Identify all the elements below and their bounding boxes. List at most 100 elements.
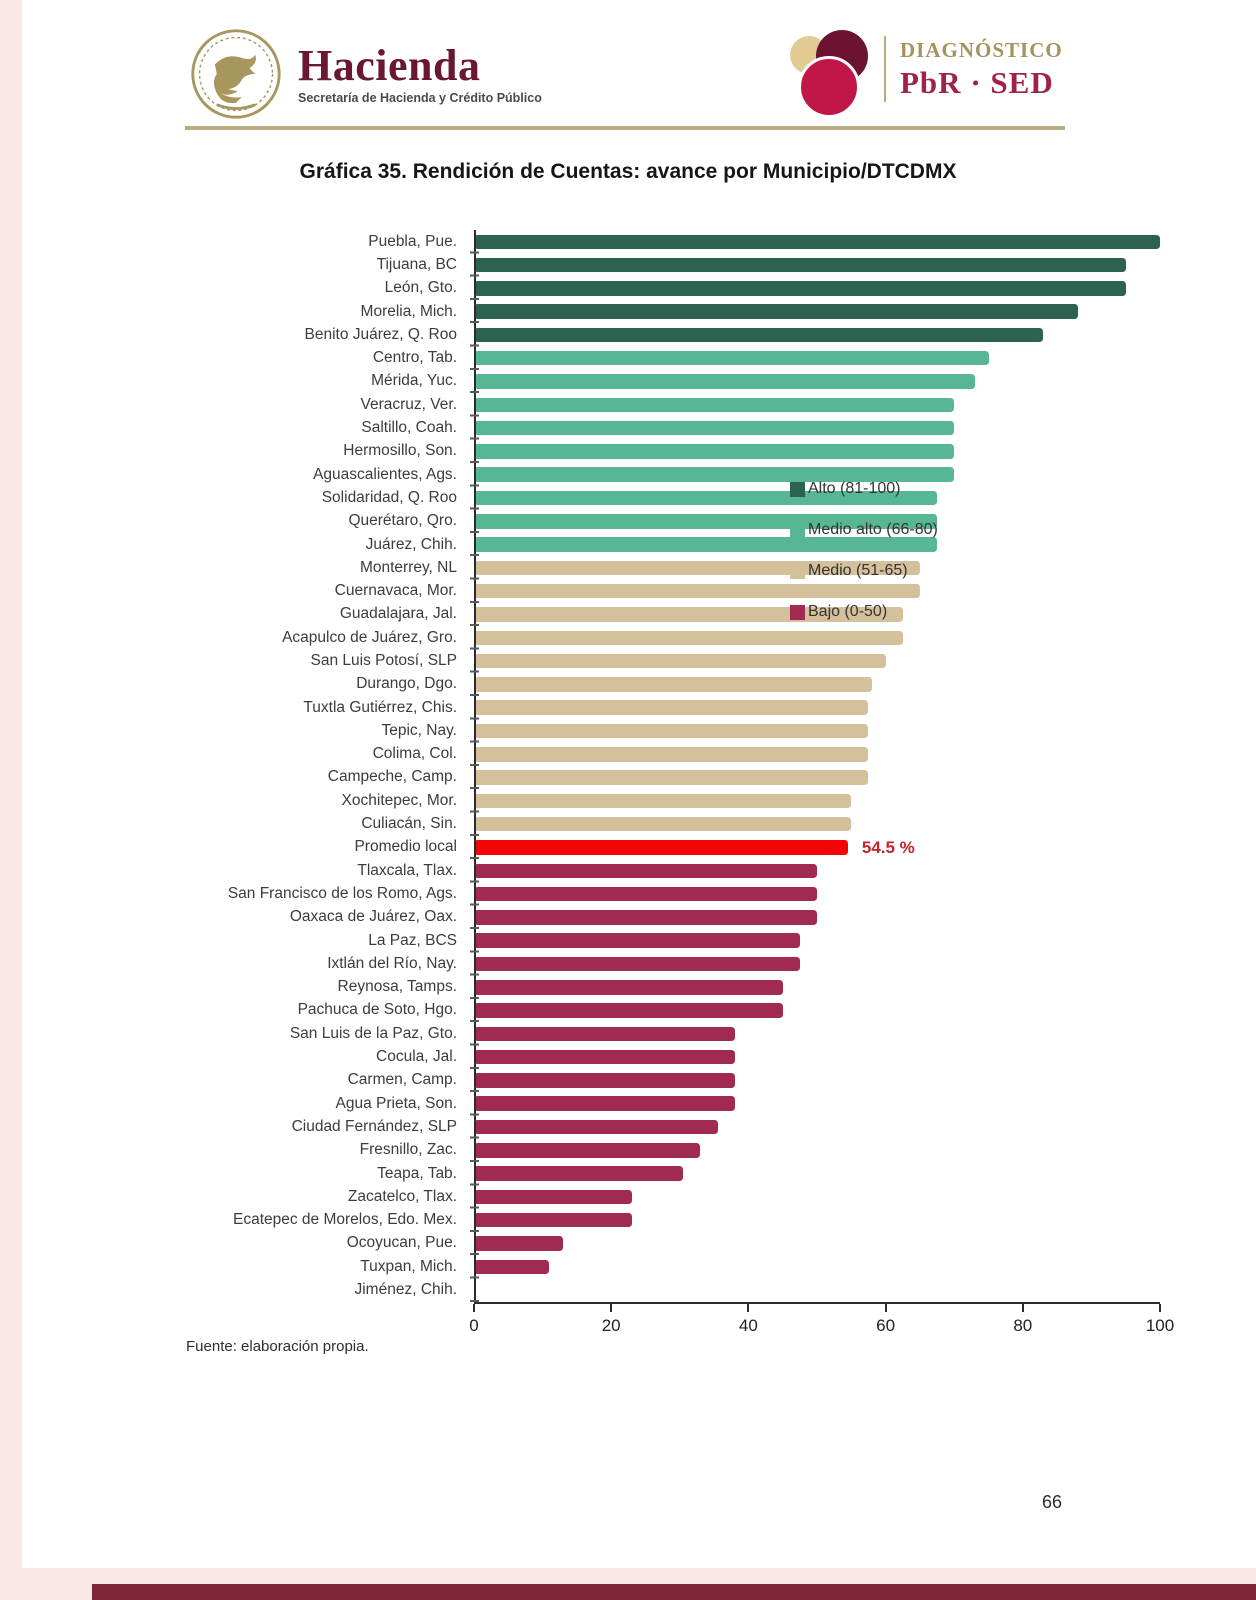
- bar: [474, 980, 783, 995]
- legend-label: Bajo (0-50): [808, 603, 888, 620]
- category-label: Aguascalientes, Ags.: [313, 465, 457, 483]
- bar-track: [474, 510, 1160, 533]
- bar: [474, 444, 955, 459]
- category-label: Veracruz, Ver.: [360, 395, 458, 413]
- header-rule: [185, 126, 1065, 130]
- bar-track: [474, 1162, 1160, 1185]
- chart-legend: Alto (81-100) Medio alto (66-80) Medio (…: [790, 480, 938, 644]
- bar-track: [474, 440, 1160, 463]
- chart-row: Carmen, Camp.: [100, 1069, 1160, 1092]
- bar: [474, 1049, 735, 1065]
- bar-track: [474, 673, 1160, 696]
- chart-row: León, Gto.: [100, 277, 1160, 300]
- bar-track: [474, 743, 1160, 766]
- bar: [474, 630, 903, 646]
- bar-track: [474, 906, 1160, 929]
- category-label: Fresnillo, Zac.: [359, 1141, 457, 1159]
- category-label: Ixtlán del Río, Nay.: [327, 954, 457, 972]
- bar-track: [474, 393, 1160, 416]
- bar-track: [474, 1092, 1160, 1115]
- bar: [474, 653, 886, 669]
- chart-row: Mérida, Yuc.: [100, 370, 1160, 393]
- bar-track: 54.5 %: [474, 836, 1160, 859]
- bar: [474, 1259, 550, 1275]
- chart-row: Juárez, Chih.: [100, 533, 1160, 556]
- chart-row: Puebla, Pue.: [100, 230, 1160, 253]
- bar-track: [474, 999, 1160, 1022]
- category-label: Tlaxcala, Tlax.: [357, 861, 457, 879]
- category-label: Cuernavaca, Mor.: [334, 582, 457, 600]
- bar-track: [474, 463, 1160, 486]
- chart-row: Promedio local 54.5 %: [100, 836, 1160, 859]
- chart-row: Agua Prieta, Son.: [100, 1092, 1160, 1115]
- y-axis-ticks: [470, 230, 479, 1302]
- bar: [474, 490, 938, 506]
- category-label: Guadalajara, Jal.: [339, 605, 457, 623]
- chart-row: San Luis Potosí, SLP: [100, 649, 1160, 672]
- category-label: Zacatelco, Tlax.: [347, 1187, 457, 1205]
- bar-track: [474, 719, 1160, 742]
- bar: [474, 933, 800, 948]
- chart-row: San Luis de la Paz, Gto.: [100, 1022, 1160, 1045]
- x-axis-tick: [747, 1303, 750, 1312]
- bar: [474, 700, 869, 715]
- bar: [474, 514, 938, 529]
- bar-track: [474, 1185, 1160, 1208]
- legend-item: Alto (81-100): [790, 480, 938, 498]
- chart-row: Reynosa, Tamps.: [100, 976, 1160, 999]
- chart-row: Xochitepec, Mor.: [100, 789, 1160, 812]
- x-axis-tick: [884, 1303, 887, 1312]
- bar: [474, 234, 1160, 249]
- bar-track: [474, 1069, 1160, 1092]
- category-label: Morelia, Mich.: [360, 302, 457, 320]
- category-label: Tijuana, BC: [376, 255, 457, 273]
- chart-row: Acapulco de Juárez, Gro.: [100, 626, 1160, 649]
- category-label: Tuxtla Gutiérrez, Chis.: [303, 698, 457, 716]
- chart-row: Ecatepec de Morelos, Edo. Mex.: [100, 1208, 1160, 1231]
- bar: [474, 886, 817, 902]
- chart-title: Gráfica 35. Rendición de Cuentas: avance…: [299, 160, 957, 183]
- chart-row: Saltillo, Coah.: [100, 416, 1160, 439]
- bar: [474, 537, 938, 552]
- chart-row: Tepic, Nay.: [100, 719, 1160, 742]
- bar: [474, 1212, 632, 1228]
- bar: [474, 560, 920, 576]
- category-label: Promedio local: [354, 838, 457, 856]
- category-label: León, Gto.: [384, 279, 457, 297]
- chart-row: Zacatelco, Tlax.: [100, 1185, 1160, 1208]
- chart-row: San Francisco de los Romo, Ags.: [100, 882, 1160, 905]
- bar: [474, 1143, 701, 1158]
- legend-swatch-icon: [790, 563, 805, 579]
- bar: [474, 1003, 783, 1018]
- bar-track: [474, 533, 1160, 556]
- x-axis-tick-label: 0: [469, 1315, 479, 1335]
- category-label: Cocula, Jal.: [376, 1048, 457, 1066]
- chart-rows: Puebla, Pue. Tijuana, BC León, Gto. More…: [100, 230, 1160, 1302]
- bar: [474, 1026, 735, 1042]
- bar: [474, 420, 955, 436]
- bar-track: [474, 323, 1160, 346]
- x-axis-tick: [1021, 1303, 1024, 1312]
- bar-track: [474, 789, 1160, 812]
- bar: [474, 1073, 735, 1088]
- chart-row: Pachuca de Soto, Hgo.: [100, 999, 1160, 1022]
- chart-row: Colima, Col.: [100, 743, 1160, 766]
- category-label: San Luis Potosí, SLP: [310, 651, 457, 669]
- bar-track: [474, 1208, 1160, 1231]
- bar: [474, 1096, 735, 1111]
- bar-track: [474, 370, 1160, 393]
- bar: [474, 910, 817, 925]
- bar-track: [474, 1022, 1160, 1045]
- category-label: San Francisco de los Romo, Ags.: [227, 884, 457, 902]
- chart-row: Monterrey, NL: [100, 556, 1160, 579]
- bar-chart: Puebla, Pue. Tijuana, BC León, Gto. More…: [100, 230, 1174, 1335]
- chart-row: Tuxtla Gutiérrez, Chis.: [100, 696, 1160, 719]
- category-label: La Paz, BCS: [368, 931, 457, 949]
- hacienda-logo: Hacienda Secretaría de Hacienda y Crédit…: [188, 26, 542, 122]
- category-label: Benito Juárez, Q. Roo: [304, 325, 458, 343]
- chart-row: Hermosillo, Son.: [100, 440, 1160, 463]
- pbr-sed-logo: DIAGNÓSTICO PbR · SED: [790, 30, 1063, 118]
- category-label: Juárez, Chih.: [365, 535, 457, 553]
- category-label: Tuxpan, Mich.: [360, 1257, 457, 1275]
- bar-track: [474, 416, 1160, 439]
